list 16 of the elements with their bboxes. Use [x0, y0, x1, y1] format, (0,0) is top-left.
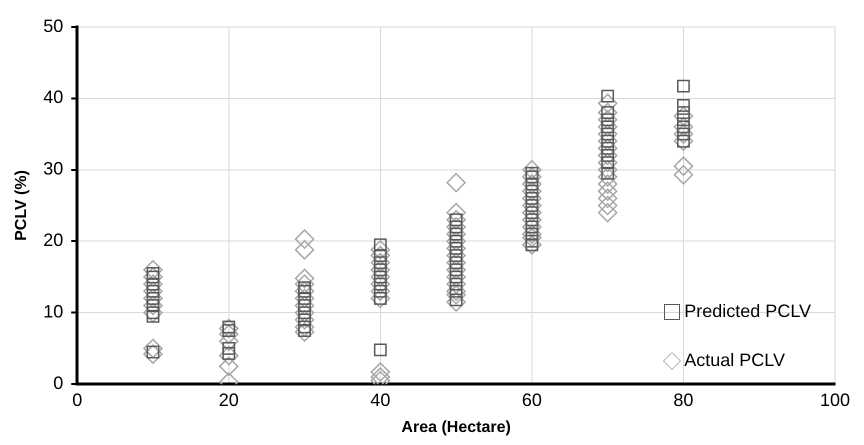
y-tick-label: 30	[43, 158, 64, 179]
x-tick-label: 80	[673, 390, 694, 410]
y-tick-label: 20	[43, 230, 64, 250]
y-axis-title: PCLV (%)	[13, 170, 30, 241]
x-axis-title: Area (Hectare)	[401, 418, 511, 436]
y-tick-label: 0	[53, 373, 64, 394]
y-tick-label: 50	[43, 16, 64, 36]
legend-label: Predicted PCLV	[684, 301, 811, 322]
y-tick-label: 10	[43, 302, 64, 322]
x-tick-label: 20	[218, 390, 239, 410]
x-tick-label: 0	[72, 390, 82, 410]
y-tick-label: 40	[43, 87, 64, 108]
x-tick-label: 60	[522, 390, 542, 410]
legend-label: Actual PCLV	[684, 350, 785, 371]
x-tick-label: 100	[820, 390, 850, 410]
x-tick-label: 40	[370, 390, 390, 410]
